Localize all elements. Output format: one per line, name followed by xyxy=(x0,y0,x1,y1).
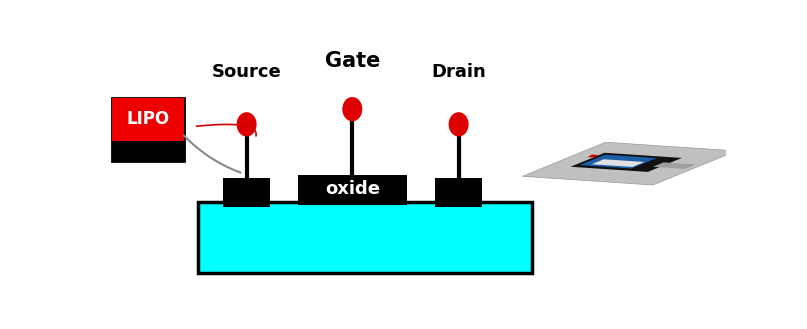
Polygon shape xyxy=(653,163,696,169)
Text: Gate: Gate xyxy=(324,51,380,71)
Text: oxide: oxide xyxy=(324,180,380,198)
Bar xyxy=(223,178,270,207)
Text: Source: Source xyxy=(211,63,282,81)
Polygon shape xyxy=(592,159,645,167)
Text: LIPO: LIPO xyxy=(127,110,169,128)
Ellipse shape xyxy=(342,97,362,121)
Bar xyxy=(436,178,483,207)
Bar xyxy=(298,175,408,205)
Polygon shape xyxy=(522,142,736,185)
Bar xyxy=(112,98,184,161)
Bar xyxy=(198,202,533,272)
Text: Drain: Drain xyxy=(431,63,486,81)
Ellipse shape xyxy=(449,112,469,137)
Polygon shape xyxy=(571,153,682,172)
Polygon shape xyxy=(587,155,599,157)
Bar xyxy=(112,98,184,141)
Polygon shape xyxy=(579,155,657,168)
Ellipse shape xyxy=(236,112,257,137)
